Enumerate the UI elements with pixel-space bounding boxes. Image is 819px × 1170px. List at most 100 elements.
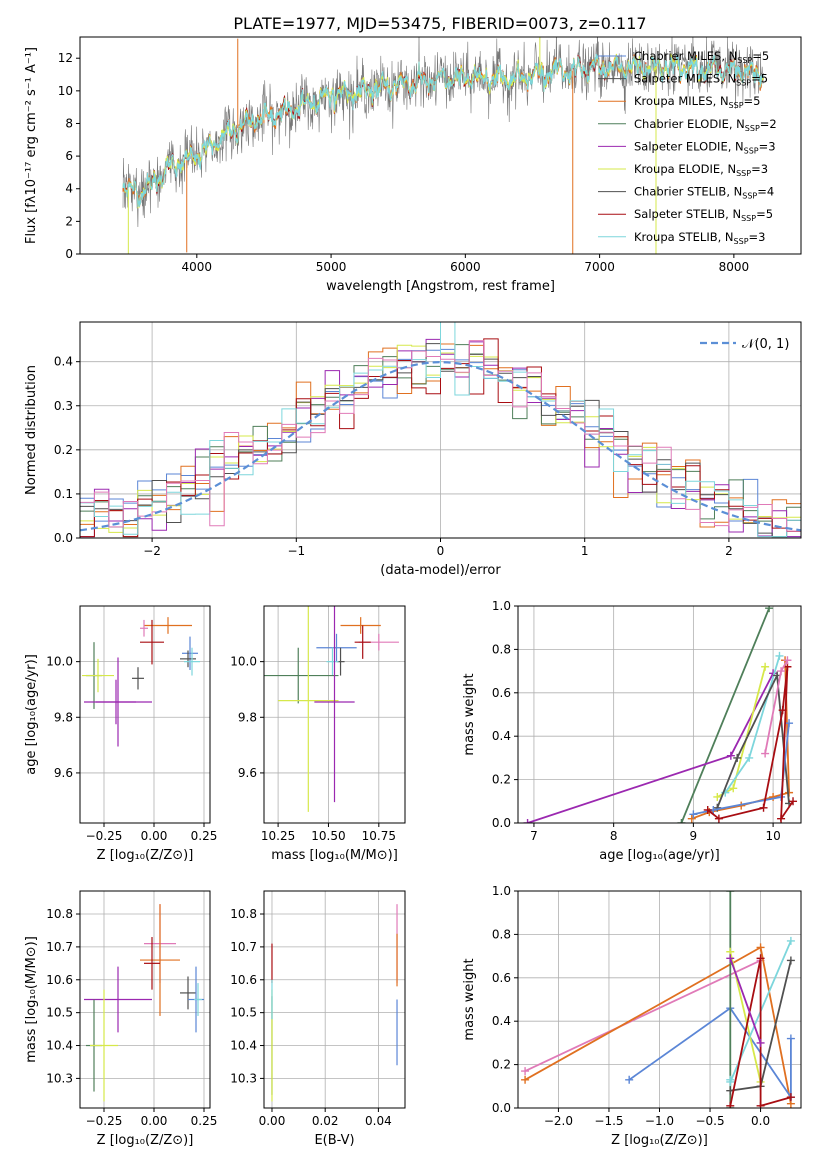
legend-entry: Salpeter ELODIE, NSSP=3 [634,139,776,155]
y-axis-label: age [log₁₀(age/yr)] [24,654,39,775]
y-tick-label: 0.6 [492,971,511,985]
y-tick-label: 0.4 [492,729,511,743]
x-tick-label: 0.00 [259,1114,286,1128]
weight_vs_age-panel: 7 8 9 10 0.0 0.2 0.4 0.6 0.8 1.0 age [log₁₀(age/yr… [462,599,802,863]
y-tick-label: 10.4 [230,1039,257,1053]
y-tick-label: 0.0 [492,816,511,830]
legend-entry: Chabrier ELODIE, NSSP=2 [634,117,777,133]
weight-marker [761,662,770,671]
y-axis-label: mass [log₁₀(M/M⊙)] [24,936,39,1063]
x-axis-label: mass [log₁₀(M/M⊙)] [271,848,398,863]
weight-marker [625,1075,634,1084]
x-tick-label: −2 [143,544,161,558]
weight-marker [726,1077,735,1086]
weight-marker [775,651,784,660]
y-tick-label: 0.1 [54,487,73,501]
x-tick-label: 2 [725,544,733,558]
histogram-series [80,340,801,538]
x-tick-label: 4000 [182,260,213,274]
x-tick-label: 0.25 [191,829,218,843]
errorbars [271,904,398,1102]
x-axis-label: Z [log₁₀(Z/Z⊙)] [97,848,194,863]
weight-marker [759,803,768,812]
weight-marker [765,606,774,613]
weight-marker [786,956,795,965]
axes-frame [79,890,211,1109]
x-tick-label: 10 [765,829,780,843]
x-tick-label: 8000 [719,260,750,274]
y-tick-label: 8 [65,116,73,130]
figure-title: PLATE=1977, MJD=53475, FIBERID=0073, z=0… [233,14,646,33]
weight-marker [786,936,795,945]
weight-marker [726,891,735,895]
axes-frame [263,605,406,824]
x-tick-label: 0.00 [141,1114,168,1128]
weight-marker [687,814,696,823]
weight-marker [778,706,787,715]
weight-marker [726,954,735,963]
y-axis-label: Normed distribution [24,365,39,495]
weight_vs_Z-panel: −2.0 −1.5 −1.0 −0.5 0.0 0.0 0.2 0.4 0.6 0.8 1.0 Z [… [462,884,802,1148]
x-tick-label: 5000 [316,260,347,274]
weight-marker [726,751,735,760]
y-axis-label: mass weight [462,958,477,1040]
errorbars [84,904,204,1102]
y-tick-label: 0.8 [492,642,511,656]
y-tick-label: 0.0 [54,531,73,545]
y-tick-label: 0.2 [492,1058,511,1072]
axes-frame [263,890,406,1109]
weight-marker [733,753,742,762]
legend-gaussian-label: 𝒩(0, 1) [742,337,789,352]
y-tick-label: 10.8 [46,907,73,921]
y-tick-label: 10.6 [230,973,257,987]
mass_vs_Z-panel: −0.25 0.00 0.25 10.3 10.4 10.5 10.6 10.7 10.8 Z [… [24,890,217,1148]
x-tick-label: 1 [581,544,589,558]
y-tick-label: 10.3 [230,1071,257,1085]
x-tick-label: 0.04 [365,1114,392,1128]
weight-series-line [691,660,790,820]
y-tick-label: 10.7 [46,940,73,954]
x-tick-label: 0.02 [312,1114,339,1128]
x-tick-label: 9 [690,829,698,843]
errorbars [82,617,200,747]
legend-entry: Kroupa ELODIE, NSSP=3 [634,162,768,178]
weight-marker [713,792,722,801]
weight-marker [756,954,765,963]
weight-marker [677,819,686,823]
x-tick-label: 6000 [450,260,481,274]
errorbars [264,606,399,812]
weight-marker [756,1101,765,1108]
y-tick-label: 10.5 [46,1006,73,1020]
x-tick-label: 10.75 [362,829,396,843]
y-tick-label: 0.8 [492,927,511,941]
weight-lines [523,606,798,823]
x-tick-label: −1.0 [645,1114,674,1128]
x-axis-label: Z [log₁₀(Z/Z⊙)] [611,1133,708,1148]
legend-entry: Kroupa MILES, NSSP=5 [634,94,760,110]
x-axis-label: age [log₁₀(age/yr)] [599,848,720,863]
y-tick-label: 0.6 [492,686,511,700]
y-tick-label: 9.8 [238,710,257,724]
y-tick-label: 9.6 [54,766,73,780]
y-tick-label: 9.8 [54,710,73,724]
weight-series-line [693,723,790,816]
y-tick-label: 12 [58,51,73,65]
weight-marker [726,1101,735,1108]
y-tick-label: 0 [65,247,73,261]
y-tick-label: 10.4 [46,1039,73,1053]
x-tick-label: 10.25 [261,829,295,843]
y-tick-label: 10.6 [46,973,73,987]
x-tick-label: −0.25 [86,1114,123,1128]
y-tick-label: 2 [65,214,73,228]
axes-frame [79,36,802,255]
weight-marker [789,797,798,806]
x-tick-label: 0.0 [751,1114,770,1128]
age_vs_Z-panel: −0.25 0.00 0.25 9.6 9.8 10.0 Z [log₁₀(Z/Z⊙)] ag… [24,605,218,863]
weight-series-line [716,672,790,809]
y-tick-label: 0.3 [54,399,73,413]
weight-marker [756,1038,765,1047]
y-tick-label: 0.0 [492,1101,511,1115]
weight-marker [729,784,738,793]
y-axis-label: Flux [fλ10⁻¹⁷ erg cm⁻² s⁻¹ A⁻¹] [24,47,39,244]
